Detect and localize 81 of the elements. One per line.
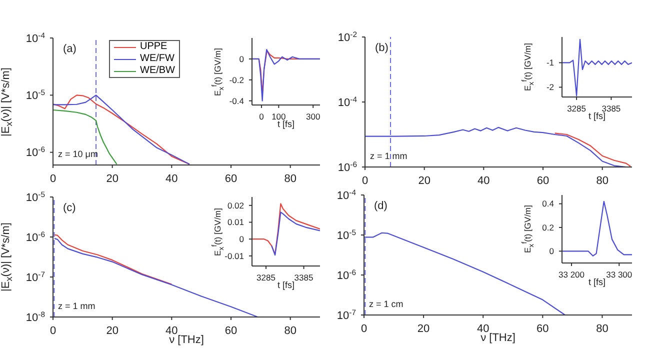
x-tick-label: 0 — [50, 173, 56, 185]
x-tick-label: 40 — [478, 175, 490, 187]
y-tick-label: 10$^{-6}$ — [338, 159, 357, 174]
line-series — [53, 109, 118, 165]
y-tick-label: 10$^{-5}$ — [336, 227, 356, 242]
y-tick-label: 10$^{-4}$ — [26, 30, 46, 45]
line-series — [53, 94, 190, 165]
x-axis-title: ν [THz] — [169, 334, 204, 346]
x-tick-label: 33 200 — [558, 270, 585, 280]
x-tick-label: 300 — [306, 112, 320, 122]
x-tick-label: 0 — [360, 323, 368, 335]
x-axis-title: t [fs] — [588, 111, 606, 121]
x-axis-title: t [fs] — [277, 280, 294, 290]
x-tick-label: 20 — [106, 325, 118, 337]
x-tick-label: 0 — [50, 325, 56, 337]
x-tick-label: 40 — [166, 173, 178, 185]
x-tick-label: 100 — [272, 112, 286, 122]
annotation: z = 1 mm — [58, 301, 96, 311]
y-tick-label: -0.2 — [229, 74, 244, 85]
y-tick-label: 10$^{-5}$ — [26, 88, 45, 102]
x-tick-label: 0 — [259, 112, 264, 122]
y-tick-label: 10$^{-7}$ — [26, 269, 45, 284]
x-tick-label: 80 — [596, 175, 608, 187]
annotation: (c) — [63, 202, 76, 214]
x-tick-label: 33 300 — [606, 270, 632, 280]
legend-label: WE/BW — [140, 65, 175, 77]
y-tick-label: 10$^{-4}$ — [338, 94, 358, 109]
y-tick-label: 0.4 — [542, 198, 554, 209]
annotation: (b) — [375, 42, 388, 54]
y-tick-label: 10$^{-8}$ — [26, 309, 45, 324]
x-tick-label: 80 — [284, 173, 296, 185]
legend-label: WE/FW — [140, 53, 174, 65]
x-tick-label: 20 — [417, 323, 430, 335]
x-tick-label: 60 — [536, 323, 549, 335]
y-tick-label: -2 — [546, 82, 554, 92]
x-tick-label: 3385 — [294, 272, 314, 282]
y-tick-label: 0.2 — [542, 222, 554, 232]
y-tick-label: 0.02 — [227, 200, 244, 210]
line-series — [271, 212, 320, 256]
legend-label: UPPE — [140, 41, 168, 53]
annotation: (d) — [374, 200, 388, 212]
x-tick-label: 80 — [284, 325, 296, 337]
x-tick-label: 80 — [596, 323, 608, 335]
x-tick-label: 40 — [166, 325, 178, 337]
x-tick-label: 60 — [224, 325, 238, 337]
annotation: z = 1 mm — [370, 151, 408, 161]
y-tick-label: 10$^{-4}$ — [336, 187, 357, 202]
y-tick-label: 0 — [549, 246, 554, 256]
annotation: (a) — [63, 43, 76, 55]
line-series — [562, 200, 632, 256]
annotation: z = 1 cm — [369, 299, 404, 309]
x-tick-label: 60 — [224, 173, 238, 185]
x-axis-title: t [fs] — [278, 119, 295, 129]
x-tick-label: 20 — [106, 173, 118, 185]
line-series — [54, 234, 172, 285]
y-tick-label: -0.01 — [224, 250, 244, 261]
line-series — [364, 232, 566, 315]
y-tick-label: 10$^{-6}$ — [336, 267, 356, 282]
line-series — [562, 38, 632, 96]
x-axis-title: t [fs] — [588, 277, 606, 287]
x-tick-label: 40 — [476, 323, 490, 335]
x-tick-label: 20 — [418, 175, 430, 187]
x-tick-label: 3285 — [567, 104, 586, 114]
x-axis-title: ν [THz] — [480, 332, 516, 344]
y-tick-label: 10$^{-2}$ — [338, 29, 357, 44]
x-tick-label: 60 — [536, 175, 550, 187]
y-tick-label: -1 — [546, 58, 554, 68]
y-tick-label: 10$^{-5}$ — [26, 189, 45, 204]
y-tick-label: 10$^{-6}$ — [26, 229, 45, 244]
y-tick-label: 10$^{-7}$ — [336, 307, 356, 322]
line-series — [54, 238, 258, 317]
x-tick-label: 3385 — [602, 104, 621, 114]
x-tick-label: 3285 — [256, 272, 276, 282]
y-tick-label: 0 — [239, 54, 244, 64]
y-tick-label: 0.01 — [227, 217, 244, 228]
x-tick-label: 0 — [362, 175, 368, 187]
y-tick-label: 0 — [239, 234, 244, 244]
line-series — [554, 132, 632, 167]
line-series — [252, 203, 320, 255]
y-tick-label: 10$^{-6}$ — [26, 144, 45, 160]
y-tick-label: -0.4 — [229, 96, 244, 106]
